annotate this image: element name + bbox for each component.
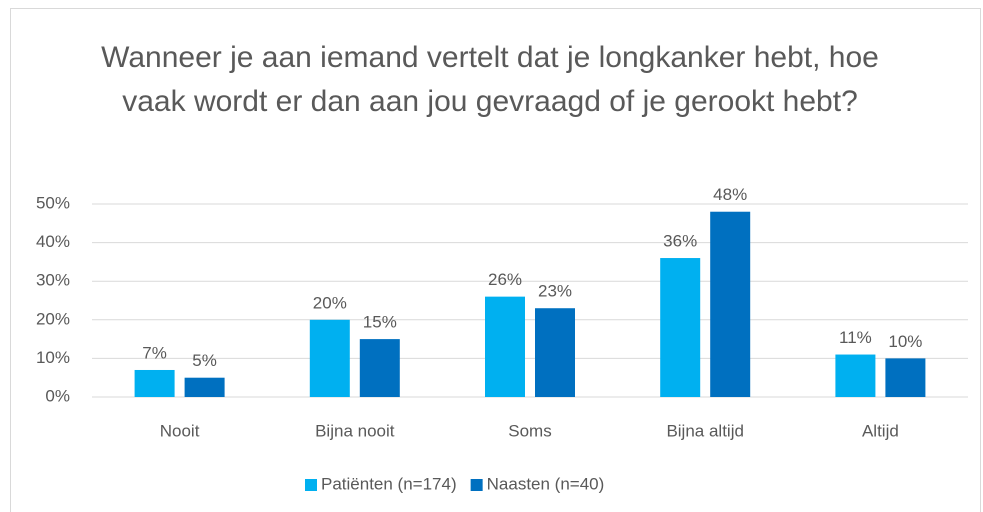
data-label: 10% xyxy=(888,332,922,351)
chart-title: Wanneer je aan iemand vertelt dat je lon… xyxy=(101,41,879,118)
x-tick-label: Soms xyxy=(508,421,551,440)
y-tick-label: 30% xyxy=(36,271,70,290)
y-tick-label: 0% xyxy=(45,386,70,405)
bar xyxy=(134,369,175,397)
x-tick-label: Bijna nooit xyxy=(315,421,395,440)
legend-swatch xyxy=(305,479,317,491)
chart-frame xyxy=(10,8,981,512)
bar xyxy=(485,296,525,397)
data-label: 26% xyxy=(488,270,522,289)
bar xyxy=(184,377,225,397)
data-label: 48% xyxy=(713,185,747,204)
legend-label: Naasten (n=40) xyxy=(487,474,605,493)
y-tick-label: 20% xyxy=(36,309,70,328)
y-tick-label: 50% xyxy=(36,193,70,212)
data-label: 20% xyxy=(313,293,347,312)
bar xyxy=(309,319,350,397)
data-label: 23% xyxy=(538,282,572,301)
data-label: 15% xyxy=(363,313,397,332)
bar xyxy=(660,258,701,397)
data-label: 36% xyxy=(663,232,697,251)
x-tick-label: Nooit xyxy=(160,421,200,440)
legend-label: Patiënten (n=174) xyxy=(321,474,457,493)
bar xyxy=(885,358,926,397)
bar xyxy=(535,308,575,397)
x-tick-label: Altijd xyxy=(862,421,899,440)
y-tick-label: 40% xyxy=(36,232,70,251)
bar xyxy=(835,354,876,397)
data-label: 7% xyxy=(142,343,167,362)
legend-swatch xyxy=(470,479,483,491)
data-label: 11% xyxy=(839,328,872,347)
bar xyxy=(710,211,751,397)
bar xyxy=(359,339,400,397)
x-tick-label: Bijna altijd xyxy=(666,421,744,440)
data-label: 5% xyxy=(192,351,217,370)
y-tick-label: 10% xyxy=(36,348,70,367)
